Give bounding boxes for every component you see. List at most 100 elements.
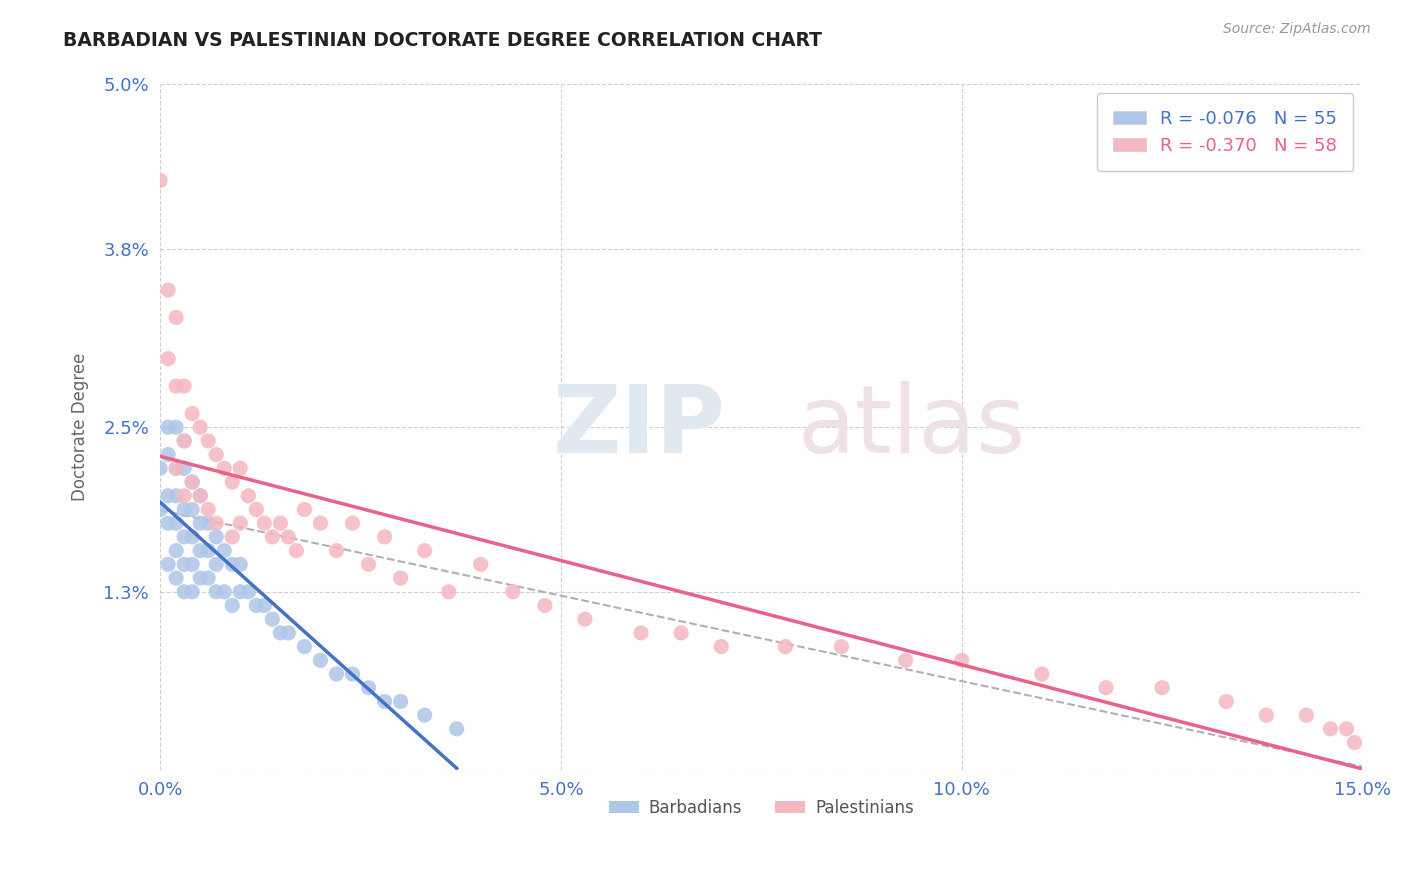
Point	[188, 489, 211, 503]
Point	[157, 351, 180, 366]
Point	[197, 571, 219, 585]
Point	[294, 640, 316, 654]
Point	[710, 640, 733, 654]
Point	[212, 543, 235, 558]
Point	[205, 558, 228, 572]
Point	[262, 612, 284, 626]
Point	[1319, 722, 1341, 736]
Point	[188, 543, 211, 558]
Point	[285, 543, 308, 558]
Point	[221, 599, 243, 613]
Point	[173, 461, 195, 475]
Point	[173, 489, 195, 503]
Point	[165, 310, 187, 325]
Point	[294, 502, 316, 516]
Point	[181, 502, 204, 516]
Point	[245, 599, 267, 613]
Point	[1095, 681, 1118, 695]
Point	[149, 173, 172, 187]
Point	[1031, 667, 1053, 681]
Point	[181, 475, 204, 489]
Point	[229, 558, 252, 572]
Point	[165, 516, 187, 531]
Point	[262, 530, 284, 544]
Point	[181, 475, 204, 489]
Point	[181, 530, 204, 544]
Point	[188, 489, 211, 503]
Point	[173, 379, 195, 393]
Point	[173, 558, 195, 572]
Point	[229, 516, 252, 531]
Text: atlas: atlas	[797, 381, 1025, 474]
Text: ZIP: ZIP	[553, 381, 725, 474]
Point	[309, 516, 332, 531]
Point	[374, 530, 396, 544]
Point	[165, 543, 187, 558]
Y-axis label: Doctorate Degree: Doctorate Degree	[72, 353, 89, 501]
Point	[446, 722, 468, 736]
Point	[165, 461, 187, 475]
Text: BARBADIAN VS PALESTINIAN DOCTORATE DEGREE CORRELATION CHART: BARBADIAN VS PALESTINIAN DOCTORATE DEGRE…	[63, 31, 823, 50]
Point	[197, 516, 219, 531]
Point	[181, 558, 204, 572]
Point	[253, 599, 276, 613]
Point	[188, 571, 211, 585]
Point	[197, 434, 219, 448]
Point	[221, 530, 243, 544]
Point	[165, 420, 187, 434]
Point	[205, 584, 228, 599]
Point	[212, 461, 235, 475]
Point	[357, 558, 380, 572]
Point	[502, 584, 524, 599]
Point	[574, 612, 596, 626]
Point	[413, 708, 436, 723]
Point	[157, 516, 180, 531]
Point	[173, 502, 195, 516]
Point	[165, 461, 187, 475]
Point	[205, 516, 228, 531]
Point	[173, 530, 195, 544]
Point	[1215, 694, 1237, 708]
Point	[357, 681, 380, 695]
Point	[181, 407, 204, 421]
Point	[342, 516, 364, 531]
Point	[1256, 708, 1278, 723]
Point	[165, 571, 187, 585]
Point	[389, 694, 412, 708]
Point	[212, 584, 235, 599]
Point	[342, 667, 364, 681]
Point	[238, 584, 260, 599]
Point	[245, 502, 267, 516]
Point	[165, 489, 187, 503]
Text: Source: ZipAtlas.com: Source: ZipAtlas.com	[1223, 22, 1371, 37]
Point	[205, 530, 228, 544]
Point	[238, 489, 260, 503]
Point	[630, 626, 652, 640]
Point	[197, 502, 219, 516]
Point	[325, 667, 347, 681]
Point	[894, 653, 917, 667]
Point	[269, 516, 291, 531]
Point	[157, 420, 180, 434]
Point	[173, 434, 195, 448]
Point	[188, 516, 211, 531]
Point	[1152, 681, 1174, 695]
Point	[229, 584, 252, 599]
Legend: Barbadians, Palestinians: Barbadians, Palestinians	[602, 792, 921, 823]
Point	[197, 543, 219, 558]
Point	[277, 626, 299, 640]
Point	[229, 461, 252, 475]
Point	[157, 558, 180, 572]
Point	[181, 584, 204, 599]
Point	[437, 584, 460, 599]
Point	[221, 558, 243, 572]
Point	[374, 694, 396, 708]
Point	[389, 571, 412, 585]
Point	[173, 584, 195, 599]
Point	[669, 626, 692, 640]
Point	[413, 543, 436, 558]
Point	[1343, 735, 1365, 749]
Point	[165, 379, 187, 393]
Point	[830, 640, 852, 654]
Point	[149, 502, 172, 516]
